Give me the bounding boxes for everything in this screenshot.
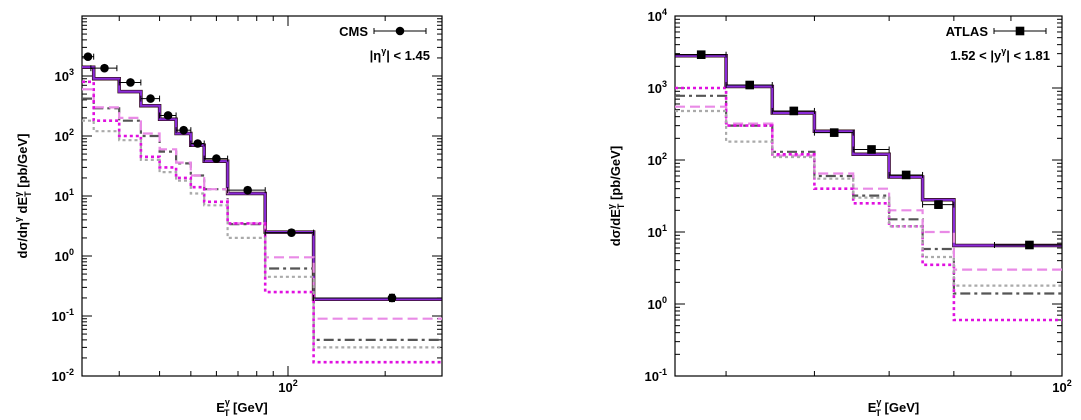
y-tick-label: 100 <box>55 247 74 264</box>
data-point <box>287 228 296 237</box>
plot-frame <box>674 15 1063 377</box>
data-point <box>934 200 943 209</box>
legend-selection: 1.52 < |yγ| < 1.81 <box>950 46 1050 63</box>
y-tick-label: 101 <box>55 187 74 204</box>
data-point <box>100 63 109 73</box>
data-point <box>789 106 799 116</box>
legend-selection: |ηγ| < 1.45 <box>370 46 430 63</box>
y-tick-label: 103 <box>55 67 74 84</box>
series-line-5 <box>82 119 442 349</box>
series-line-1 <box>675 54 1062 247</box>
series-line-5 <box>675 109 1062 287</box>
data-point <box>696 50 706 60</box>
data-point <box>146 94 155 103</box>
y-tick-label: 10-1 <box>645 367 667 384</box>
data-point <box>387 293 397 303</box>
y-tick-label: 10-2 <box>52 367 74 384</box>
y-axis-title: dσ/dEγT [pb/GeV] <box>606 146 626 246</box>
series-line-3 <box>82 88 442 320</box>
y-axis-title: dσ/dηγ dEγT [pb/GeV] <box>13 134 33 259</box>
plot-frame <box>81 15 443 377</box>
chart-0: 10-2 10-1 100 101 102 103 102 Eγ T [GeV] dσ/dηγ d… <box>13 15 443 418</box>
x-tick-label: 102 <box>278 378 297 395</box>
series-line-4 <box>82 80 442 364</box>
legend-experiment: CMS <box>339 24 368 39</box>
y-tick-label: 102 <box>55 127 74 144</box>
y-tick-label: 102 <box>648 151 667 168</box>
data-point <box>126 78 135 87</box>
data-point <box>901 170 911 180</box>
data-point <box>212 154 221 163</box>
data-point <box>193 139 202 148</box>
y-tick-label: 101 <box>648 223 667 240</box>
data-point <box>829 128 839 137</box>
series-line-2 <box>675 94 1062 295</box>
x-axis-title: Eγ T [GeV] <box>216 397 267 418</box>
legend-marker <box>395 26 405 36</box>
x-tick-label: 102 <box>1052 378 1071 395</box>
series-line-1 <box>82 66 442 301</box>
data-point <box>1025 240 1034 250</box>
chart-1: 10-1 100 101 102 103 104 102 Eγ T [GeV] dσ/dEγT [… <box>606 7 1072 418</box>
x-axis-title: Eγ T [GeV] <box>868 397 919 418</box>
y-tick-label: 104 <box>648 7 667 24</box>
data-point <box>243 185 252 195</box>
y-tick-label: 100 <box>648 295 667 312</box>
series-line-4 <box>675 86 1062 322</box>
data-point <box>867 145 876 154</box>
data-point <box>745 80 755 90</box>
legend-marker <box>1015 26 1025 36</box>
data-point <box>83 52 93 61</box>
series-line-0 <box>82 65 442 302</box>
y-tick-label: 10-1 <box>52 307 74 324</box>
data-point <box>163 111 173 120</box>
y-tick-label: 103 <box>648 79 667 96</box>
legend-experiment: ATLAS <box>946 24 989 39</box>
data-point <box>179 125 188 135</box>
